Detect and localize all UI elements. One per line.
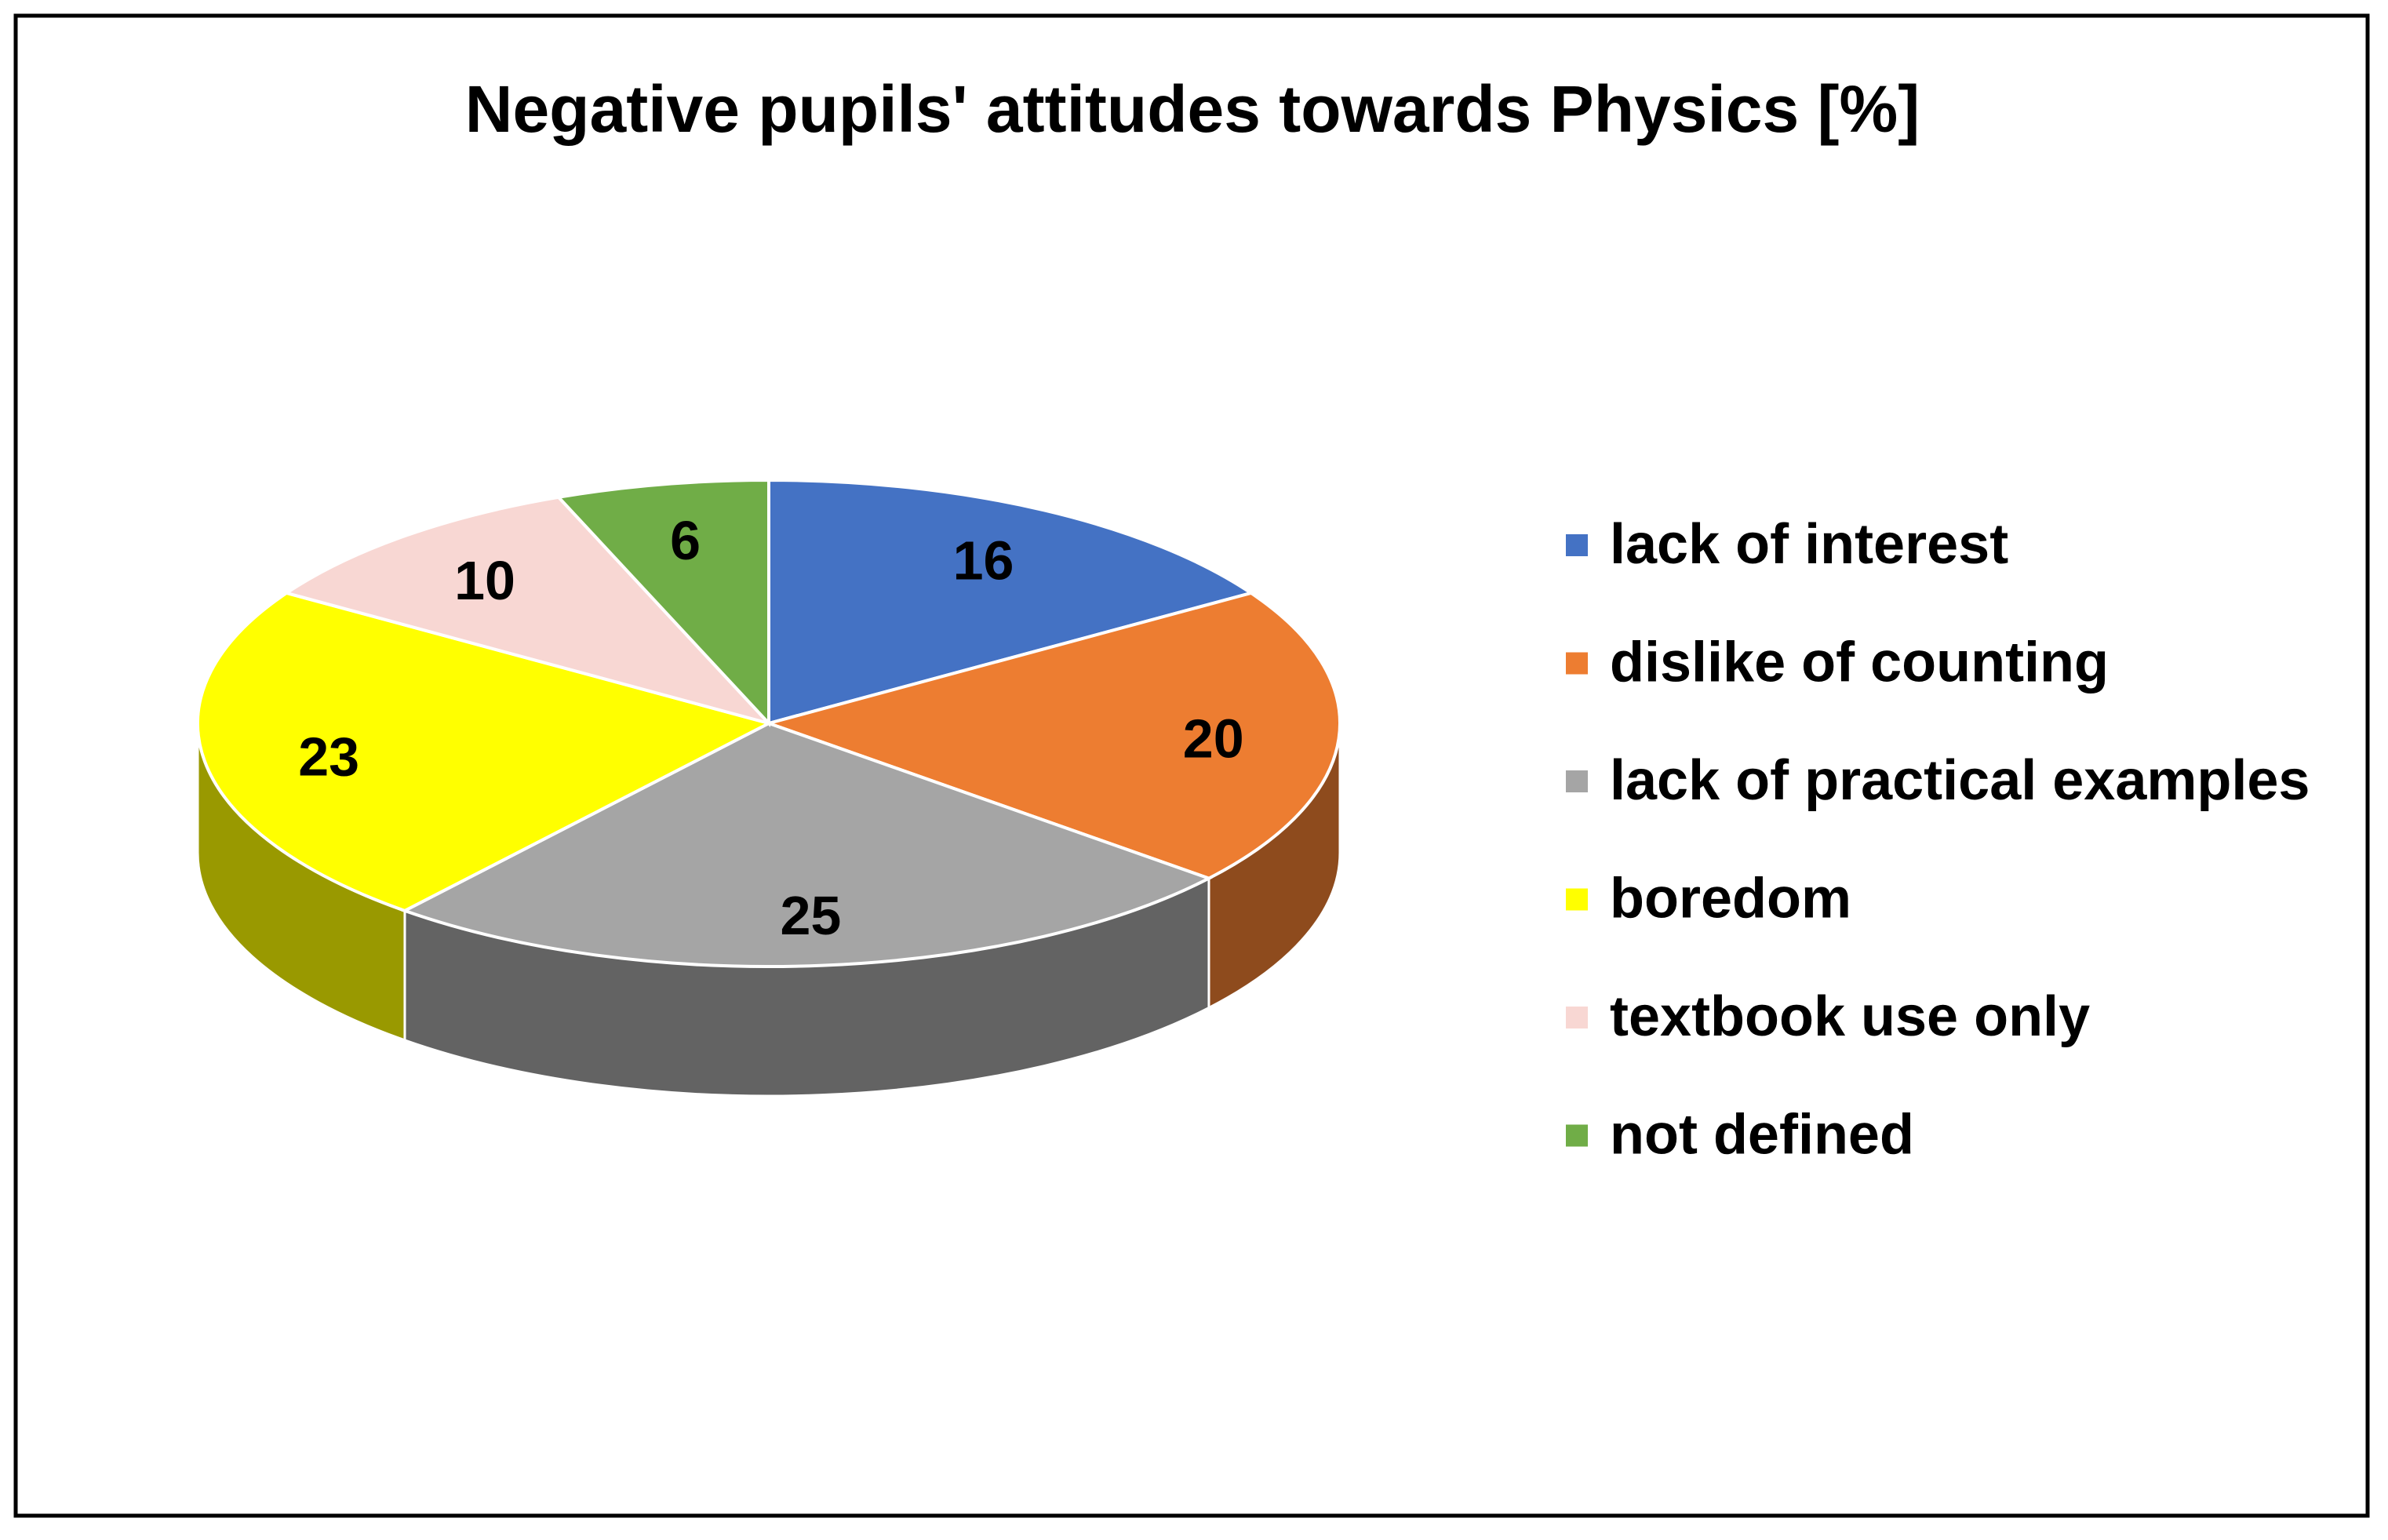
legend-swatch [1566, 888, 1588, 911]
legend-swatch [1566, 770, 1588, 792]
legend-label: lack of practical examples [1610, 749, 2310, 812]
chart-title: Negative pupils' attitudes towards Physi… [465, 72, 1920, 146]
legend-label: not defined [1610, 1104, 1914, 1167]
legend-swatch [1566, 534, 1588, 556]
data-label: 23 [298, 726, 359, 787]
data-label: 20 [1183, 708, 1244, 770]
pie-slice [282, 495, 774, 726]
legend-label: textbook use only [1610, 985, 2090, 1048]
legend-label: dislike of counting [1610, 632, 2109, 694]
data-label: 16 [953, 530, 1014, 592]
pie-slice [400, 721, 1213, 968]
data-label: 25 [781, 885, 842, 946]
legend-swatch [1566, 652, 1588, 675]
legend-swatch [1566, 1124, 1588, 1147]
legend-swatch [1566, 1007, 1588, 1028]
data-label: 6 [670, 510, 701, 571]
pie-slice [196, 591, 774, 913]
pie-slice [767, 478, 1255, 726]
pie-slice [763, 591, 1341, 880]
data-label: 10 [454, 550, 515, 611]
legend-label: boredom [1610, 868, 1851, 930]
pie-slice [555, 478, 770, 728]
legend-label: lack of interest [1610, 513, 2008, 576]
